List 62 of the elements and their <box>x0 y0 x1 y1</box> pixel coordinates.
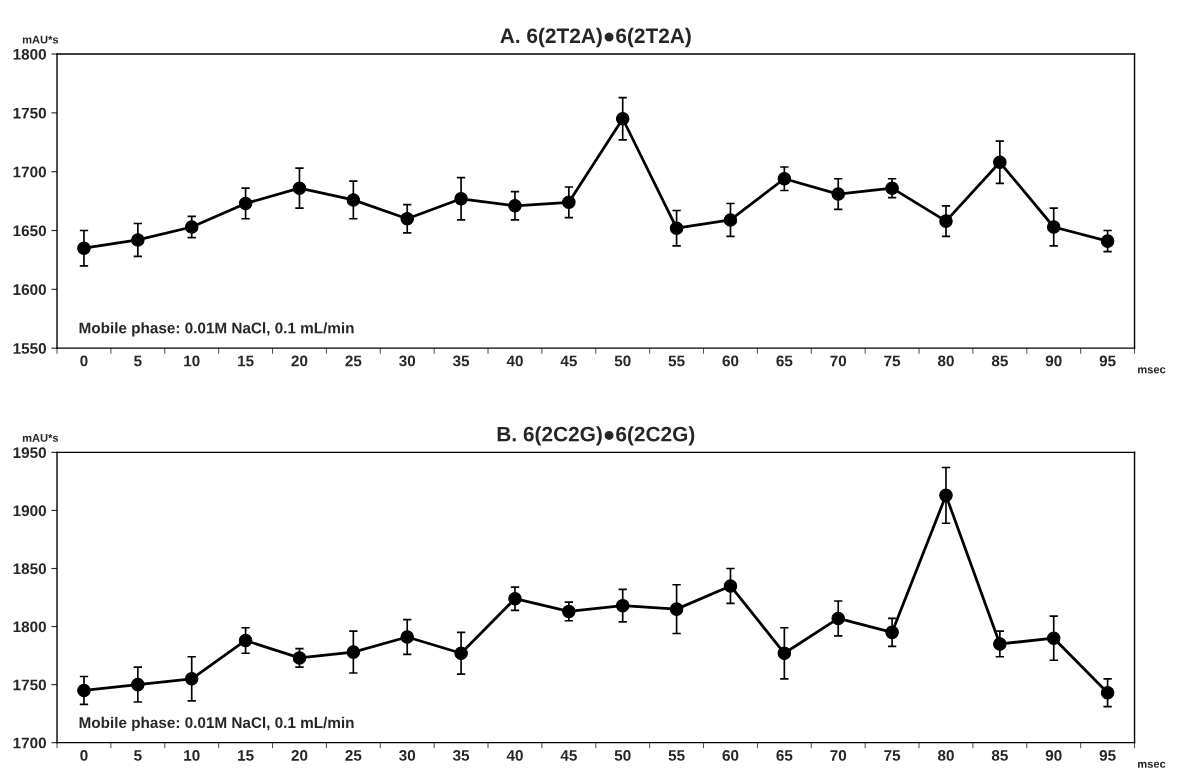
x-tick-label: 70 <box>830 355 847 367</box>
chart-title: B. 6(2C2G)●6(2C2G) <box>497 426 695 446</box>
y-axis-title: mAU*s <box>22 35 59 44</box>
x-tick-label: 45 <box>560 355 577 367</box>
y-tick-label: 1750 <box>13 107 46 119</box>
x-tick-label: 75 <box>884 355 901 367</box>
x-tick-label: 50 <box>614 355 631 367</box>
annotation: Mobile phase: 0.01M NaCl, 0.1 mL/min <box>79 716 354 732</box>
y-tick-label: 1800 <box>13 621 46 633</box>
y-tick-label: 1700 <box>13 737 46 749</box>
x-tick-label: 20 <box>291 355 308 367</box>
x-tick-label: 40 <box>506 355 523 367</box>
x-tick-label: 10 <box>184 355 200 367</box>
x-tick-label: 10 <box>184 750 200 761</box>
x-tick-label: 25 <box>345 750 362 761</box>
point <box>238 633 253 648</box>
x-tick-label: 90 <box>1045 355 1062 367</box>
x-tick-label: 0 <box>80 750 88 761</box>
x-tick-label: 60 <box>722 750 739 761</box>
x-tick-label: 85 <box>991 355 1008 367</box>
chart-title: A. 6(2T2A)●6(2T2A) <box>500 27 691 48</box>
annotation: Mobile phase: 0.01M NaCl, 0.1 mL/min <box>79 322 354 337</box>
x-tick-label: 15 <box>238 355 254 367</box>
x-tick-label: 65 <box>776 355 793 367</box>
y-tick-label: 1800 <box>13 48 46 60</box>
y-tick-label: 1750 <box>13 679 46 691</box>
x-tick-label: 5 <box>134 750 142 761</box>
x-tick-label: 30 <box>399 355 416 367</box>
x-tick-label: 15 <box>238 750 254 761</box>
x-tick-label: 70 <box>830 750 847 761</box>
x-tick-label: 90 <box>1045 750 1062 761</box>
x-tick-label: 0 <box>80 355 88 367</box>
x-axis-title: msec <box>1138 761 1166 768</box>
x-tick-label: 25 <box>345 355 362 367</box>
x-tick-label: 55 <box>668 750 685 761</box>
x-tick-label: 5 <box>134 355 142 367</box>
x-tick-label: 65 <box>776 750 793 761</box>
x-tick-label: 80 <box>937 750 954 761</box>
x-tick-label: 35 <box>452 355 470 367</box>
x-tick-label: 50 <box>614 750 631 761</box>
x-axis-title: msec <box>1138 367 1166 374</box>
x-tick-label: 85 <box>991 750 1008 761</box>
x-tick-label: 40 <box>506 750 523 761</box>
y-axis-title: mAU*s <box>22 434 59 442</box>
x-tick-label: 45 <box>560 750 577 761</box>
point <box>1100 685 1115 700</box>
x-tick-label: 60 <box>722 355 739 367</box>
x-tick-label: 20 <box>291 750 308 761</box>
x-tick-label: 75 <box>884 750 901 761</box>
x-tick-label: 35 <box>452 750 470 761</box>
y-tick-label: 1650 <box>13 225 46 237</box>
y-tick-label: 1900 <box>13 505 46 517</box>
y-tick-label: 1550 <box>13 343 46 354</box>
y-tick-label: 1950 <box>13 447 46 459</box>
x-tick-label: 95 <box>1099 355 1116 367</box>
y-tick-label: 1600 <box>13 284 46 296</box>
y-tick-label: 1700 <box>13 166 46 178</box>
x-tick-label: 30 <box>399 750 416 761</box>
x-tick-label: 80 <box>937 355 954 367</box>
y-tick-label: 1850 <box>13 563 46 575</box>
x-tick-label: 55 <box>668 355 685 367</box>
x-tick-label: 95 <box>1099 750 1116 761</box>
